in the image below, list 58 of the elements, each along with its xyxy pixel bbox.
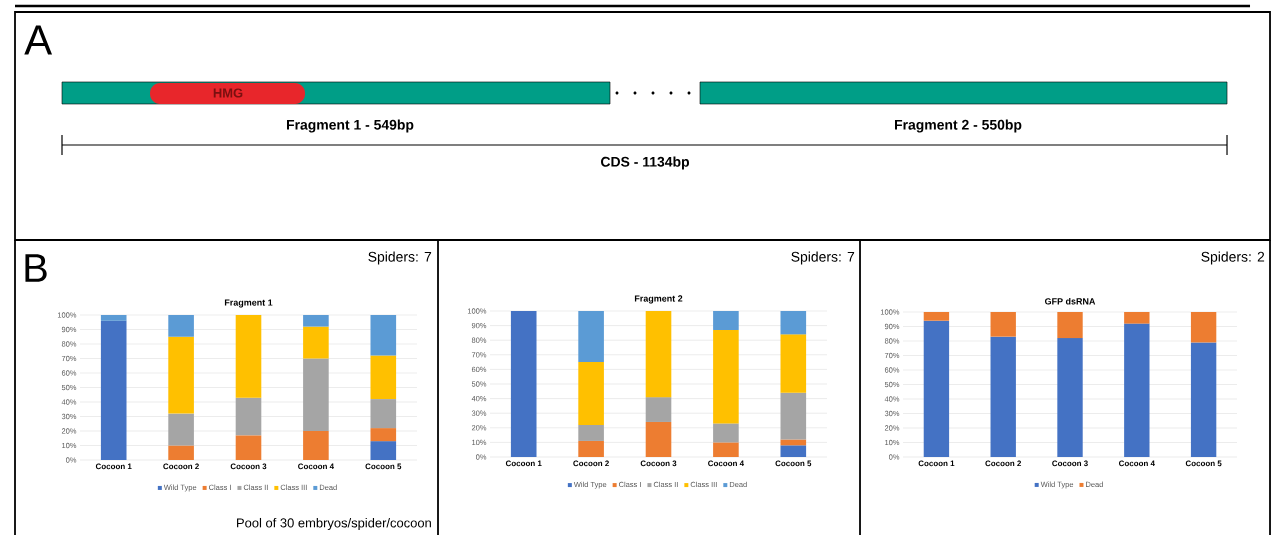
bar — [713, 329, 739, 424]
bar — [235, 315, 262, 398]
bar — [780, 392, 807, 440]
bar — [168, 315, 194, 337]
bar — [1190, 342, 1217, 457]
bar — [303, 358, 329, 431]
bar — [990, 336, 1016, 457]
bar — [1124, 312, 1150, 324]
bar — [370, 399, 397, 429]
bar — [370, 355, 397, 400]
bar — [100, 315, 127, 321]
text: Spiders: 2 — [1201, 251, 1265, 265]
bar — [578, 311, 604, 363]
text: A — [24, 25, 53, 55]
bar — [923, 312, 950, 321]
bar — [1057, 338, 1083, 457]
bar — [923, 320, 950, 457]
bar — [780, 334, 807, 393]
bar — [1124, 323, 1150, 457]
bar — [578, 424, 604, 441]
bar — [780, 439, 807, 446]
chart-title: Fragment 1 — [224, 299, 273, 308]
bar — [235, 435, 262, 460]
chart-title: GFP dsRNA — [1044, 297, 1096, 305]
bar — [510, 311, 537, 457]
bar — [168, 336, 194, 414]
bar — [370, 441, 397, 460]
text: Pool of 30 embryos/spider/cocoon — [237, 517, 431, 531]
text: Fragment 1 - 549bp — [287, 119, 414, 133]
bar — [578, 362, 604, 425]
text: HMG — [213, 88, 243, 98]
bar — [168, 413, 194, 446]
text: Spiders: 7 — [791, 251, 855, 265]
bar — [1190, 312, 1217, 343]
bar — [990, 312, 1016, 337]
bar — [645, 397, 672, 422]
bar — [303, 431, 329, 460]
bar — [578, 440, 604, 457]
bar — [303, 315, 329, 327]
bar — [645, 421, 672, 457]
bar — [713, 442, 739, 457]
bar — [713, 311, 739, 330]
bar — [780, 311, 807, 335]
bar — [370, 315, 397, 356]
bar — [1057, 312, 1083, 339]
bar — [713, 423, 739, 443]
text: Spiders: 7 — [368, 251, 432, 265]
bar — [645, 311, 672, 398]
text: Fragment 2 - 550bp — [895, 119, 1022, 133]
bar — [235, 397, 262, 436]
text: CDS - 1134bp — [601, 156, 690, 170]
bar — [370, 428, 397, 442]
bar — [780, 445, 807, 457]
bar — [303, 326, 329, 359]
text: B — [25, 254, 47, 282]
bar — [100, 320, 127, 460]
bar — [168, 445, 194, 460]
chart-title: Fragment 2 — [634, 295, 683, 304]
